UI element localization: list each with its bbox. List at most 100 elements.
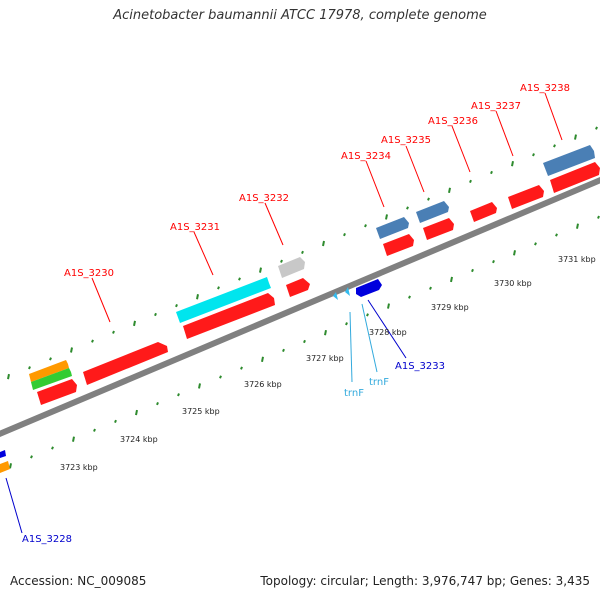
label-A1S_3234[interactable]: A1S_3234 [341,151,391,162]
gene-A1S_3228[interactable] [0,450,6,458]
gene-features [0,145,600,473]
kbp-label-3724: 3724 kbp [120,435,158,444]
label-A1S_3233[interactable]: A1S_3233 [395,361,445,372]
label-A1S_3230[interactable]: A1S_3230 [64,268,114,279]
gene-right-red[interactable] [550,162,600,193]
tick-mark [553,144,556,148]
tick-mark [28,366,31,370]
kbp-label-3727: 3727 kbp [306,354,344,363]
tick-mark [49,357,52,361]
tick-mark [240,366,243,370]
tick-mark [156,402,159,406]
label-trnF-1[interactable]: trnF [344,388,364,399]
tick-mark [597,215,600,219]
tick-mark [177,393,180,397]
tick-mark [72,436,75,442]
label-A1S_3232[interactable]: A1S_3232 [239,193,289,204]
tick-mark [238,277,241,281]
gene-left-red[interactable] [37,379,77,405]
tick-mark [282,348,285,353]
tick-mark [324,329,327,336]
tick-mark [387,303,390,309]
tick-mark [408,295,411,299]
tick-mark [366,313,369,317]
gene-labels: A1S_3230 A1S_3231 A1S_3232 A1S_3234 A1S_… [22,83,596,545]
trna-trnF-2[interactable] [345,287,350,296]
label-A1S_3238[interactable]: A1S_3238 [520,83,570,94]
gene-orange[interactable] [29,360,69,382]
trna-trnF-1[interactable] [333,292,338,300]
tick-mark [219,375,222,379]
gene-A1S_3234-red[interactable] [383,234,414,256]
tick-mark [70,347,73,353]
gene-A1S_3232-red[interactable] [286,278,310,297]
kbp-label-3729: 3729 kbp [431,303,469,312]
tick-mark [532,153,535,157]
tick-mark [511,160,514,167]
kbp-label-3728: 3728 kbp [369,328,407,337]
tick-mark [595,126,598,130]
tick-mark [154,312,157,317]
tick-mark [469,179,472,184]
tick-mark [261,356,264,362]
tick-mark [135,409,138,416]
gene-A1S_3235-red[interactable] [423,218,454,240]
map-title: Acinetobacter baumannii ATCC 17978, comp… [113,8,487,23]
gene-A1S_3234[interactable] [376,217,409,239]
genome-backbone [0,176,600,438]
tick-mark [133,320,136,327]
gene-A1S_3231-red[interactable] [183,293,275,339]
gene-A1S_3228-orange[interactable] [0,461,10,473]
tick-mark [175,304,178,308]
gene-A1S_3236[interactable] [470,202,497,222]
label-leader-lines [5,92,563,534]
gene-A1S_3230[interactable] [83,342,168,385]
tick-mark [259,267,262,273]
tick-mark [343,233,346,237]
gene-green[interactable] [31,368,72,390]
label-A1S_3231[interactable]: A1S_3231 [170,222,220,233]
tick-mark [91,339,94,343]
label-trnF-2[interactable]: trnF [369,377,389,388]
kbp-label-3723: 3723 kbp [60,463,98,472]
tick-mark [217,286,220,290]
tick-mark [114,419,117,424]
tick-mark [534,242,537,246]
gene-A1S_3237[interactable] [508,185,544,209]
tick-mark [51,446,54,450]
tick-mark [93,428,96,432]
label-A1S_3236[interactable]: A1S_3236 [428,116,478,127]
label-A1S_3235[interactable]: A1S_3235 [381,135,431,146]
tick-mark [322,240,325,247]
gene-A1S_3233[interactable] [356,279,382,297]
tick-mark [280,259,283,263]
tick-mark [345,322,348,326]
tick-mark [576,223,579,229]
gene-A1S_3235[interactable] [416,201,449,223]
tick-mark [303,339,306,344]
tick-marks [7,126,600,469]
tick-mark [429,286,432,290]
gene-A1S_3231[interactable] [176,277,271,323]
tick-mark [406,206,409,210]
gene-A1S_3238[interactable] [543,145,595,176]
tick-mark [112,330,115,334]
tick-mark [490,170,493,175]
label-A1S_3237[interactable]: A1S_3237 [471,101,521,112]
kbp-label-3730: 3730 kbp [494,279,532,288]
kbp-label-3731: 3731 kbp [558,255,596,264]
tick-mark [450,276,453,283]
tick-mark [513,250,516,256]
tick-mark [364,224,367,228]
genome-summary-text: Topology: circular; Length: 3,976,747 bp… [260,574,590,588]
tick-mark [301,250,304,255]
tick-mark [427,197,430,201]
kbp-label-3726: 3726 kbp [244,380,282,389]
tick-mark [471,268,474,273]
tick-mark [198,383,201,389]
tick-mark [448,187,451,193]
gene-A1S_3232[interactable] [278,257,305,278]
tick-mark [196,294,199,300]
label-A1S_3228[interactable]: A1S_3228 [22,534,72,545]
